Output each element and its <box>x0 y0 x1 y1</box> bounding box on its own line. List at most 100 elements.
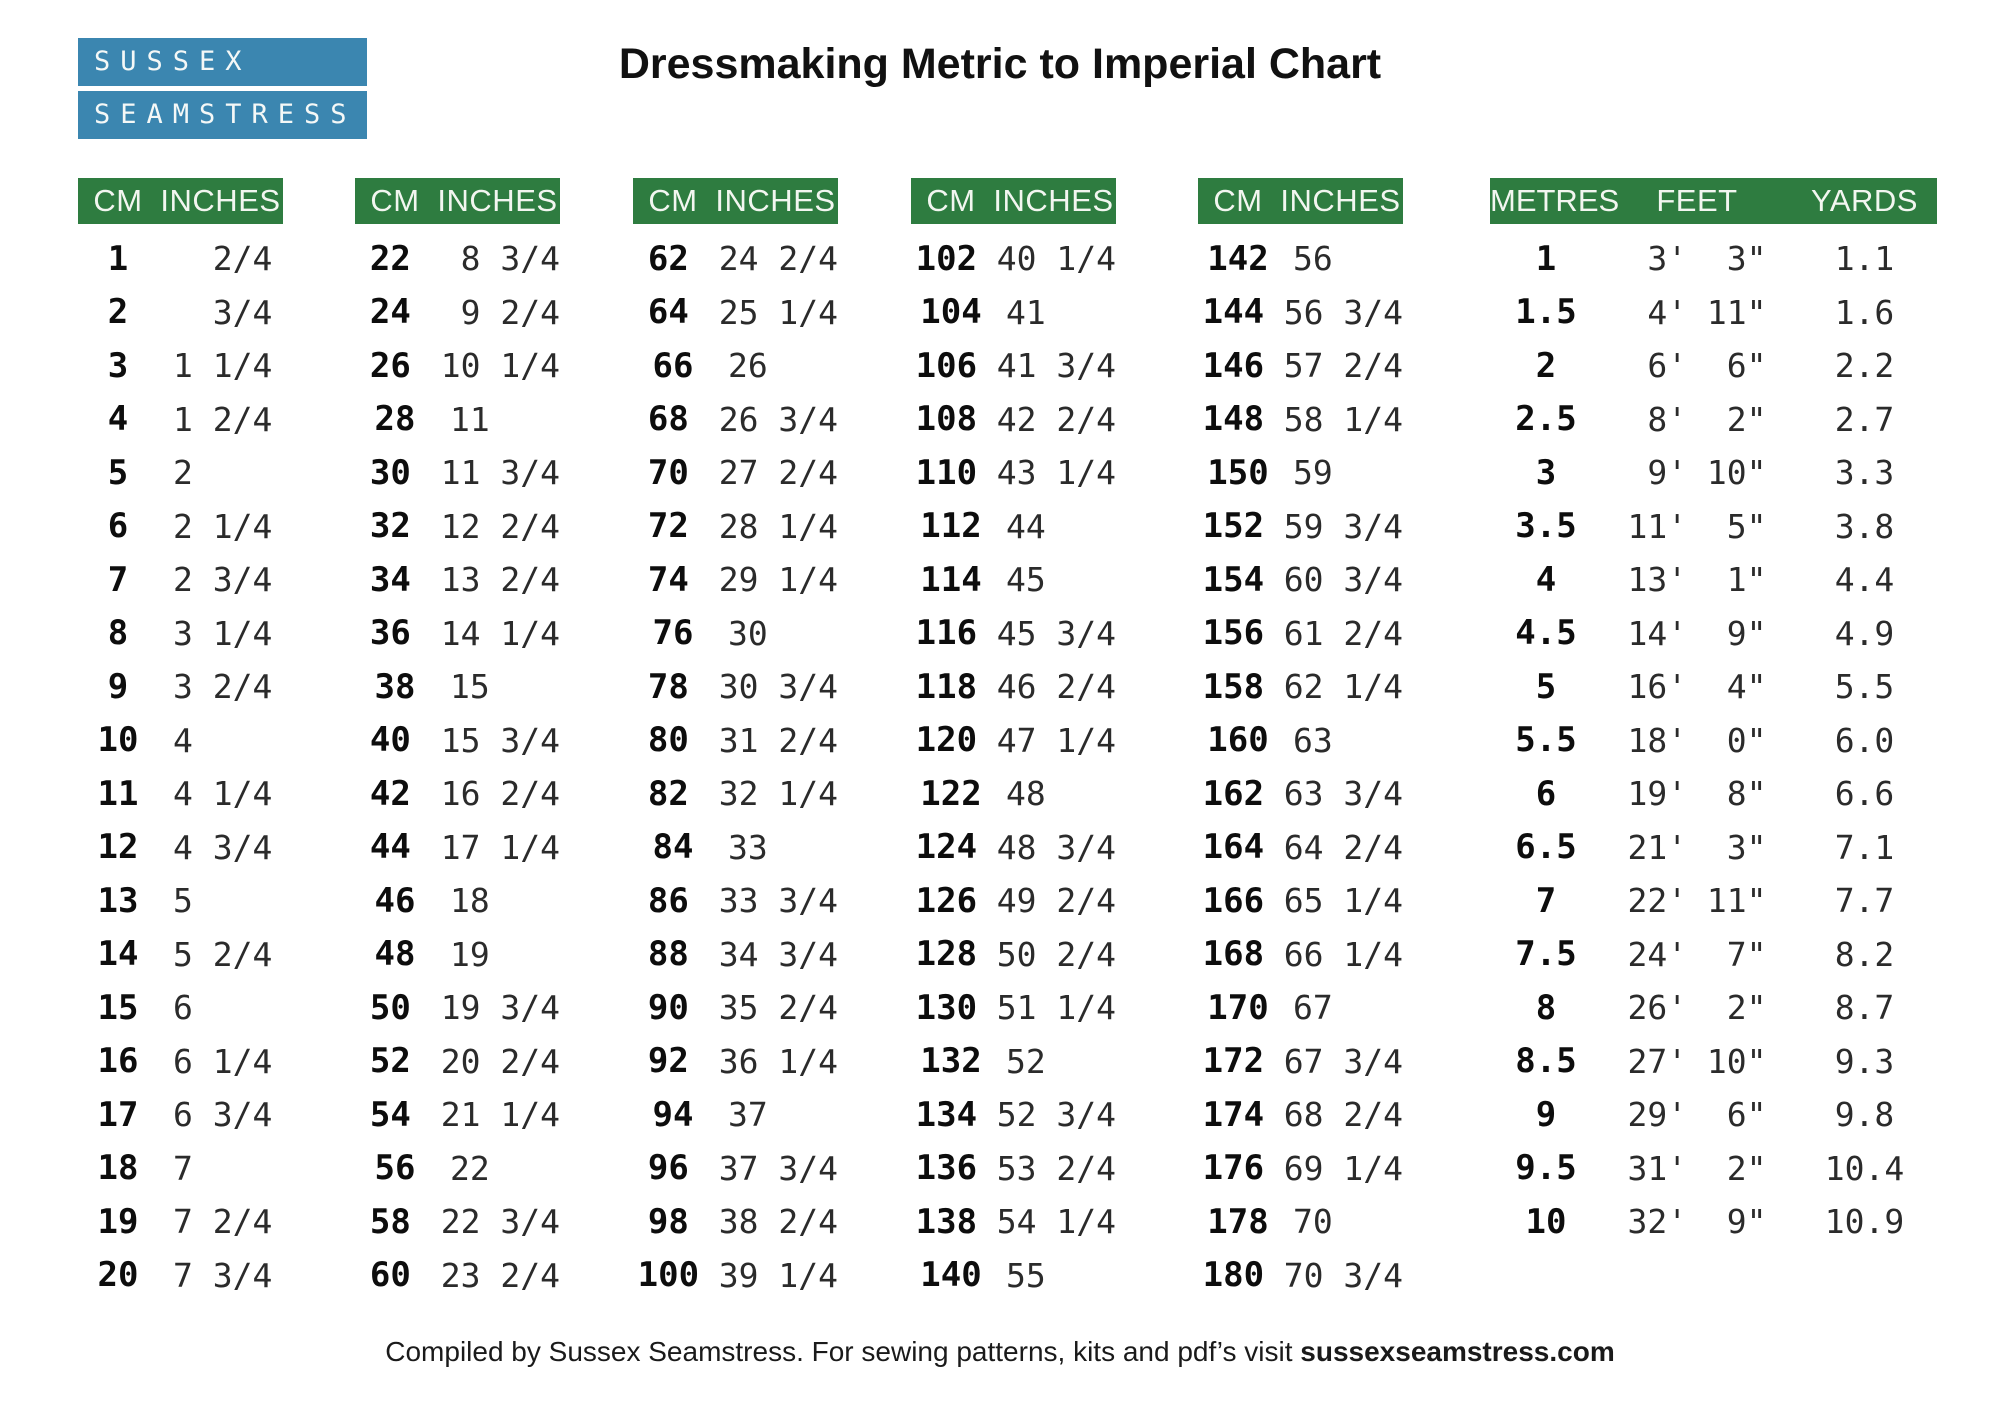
yards-value: 8.7 <box>1834 988 1895 1028</box>
table-row: 4.5 14' 9" 4.9 <box>1490 607 1937 661</box>
table-row: 44 17 1/4 <box>355 821 560 875</box>
cm-value: 166 <box>1202 880 1265 921</box>
cm-value: 14 <box>97 934 139 975</box>
column-header-cm: CM <box>926 183 976 218</box>
feet-value: 26' 2" <box>1627 988 1767 1028</box>
metres-feet-yards-table: METRES FEET YARDS 1 3' 3" 1.1 1.5 4' 11" 1.6 2 … <box>1490 178 1937 1249</box>
cm-value: 70 <box>647 452 689 493</box>
cm-value: 146 <box>1202 345 1265 386</box>
inches-value: 65 1/4 <box>1283 881 1403 921</box>
cm-value: 128 <box>915 934 978 975</box>
table-row: 72 28 1/4 <box>633 500 838 554</box>
inches-value: 52 3/4 <box>996 1095 1116 1135</box>
inches-value: 19 <box>450 934 490 974</box>
column-header-inches: INCHES <box>437 183 558 218</box>
cm-value: 110 <box>915 452 978 493</box>
inches-value: 51 1/4 <box>996 988 1116 1028</box>
inches-value: 48 <box>1006 774 1046 814</box>
table-row: 164 64 2/4 <box>1198 821 1403 875</box>
table-row: 1 3' 3" 1.1 <box>1490 232 1937 286</box>
table-row: 10 4 <box>78 714 283 768</box>
inches-value: 39 1/4 <box>718 1255 838 1295</box>
inches-value: 32 1/4 <box>718 774 838 814</box>
metres-value: 3 <box>1535 452 1557 493</box>
table-row: 1.5 4' 11" 1.6 <box>1490 286 1937 340</box>
table-row: 5.5 18' 0" 6.0 <box>1490 714 1937 768</box>
cm-value: 92 <box>647 1041 689 1082</box>
cm-value: 80 <box>647 720 689 761</box>
inches-value: 20 2/4 <box>440 1041 560 1081</box>
inches-value: 1 2/4 <box>173 399 273 439</box>
cm-value: 68 <box>647 399 689 440</box>
cm-value: 96 <box>647 1148 689 1189</box>
inches-value: 23 2/4 <box>440 1255 560 1295</box>
inches-value: 3 2/4 <box>173 667 273 707</box>
feet-value: 6' 6" <box>1627 346 1767 386</box>
column-header-cm: CM <box>93 183 143 218</box>
cm-value: 88 <box>647 934 689 975</box>
column-header-inches: INCHES <box>1280 183 1401 218</box>
inches-value: 6 1/4 <box>173 1041 273 1081</box>
table-row: 88 34 3/4 <box>633 928 838 982</box>
table-row: 148 58 1/4 <box>1198 393 1403 447</box>
cm-value: 154 <box>1202 559 1265 600</box>
table-row: 34 13 2/4 <box>355 553 560 607</box>
inches-value: 37 <box>728 1095 768 1135</box>
cm-value: 44 <box>369 827 411 868</box>
inches-value: 62 1/4 <box>1283 667 1403 707</box>
cm-value: 46 <box>374 880 416 921</box>
table-header: CM INCHES <box>911 178 1116 224</box>
table-header: CM INCHES <box>1198 178 1403 224</box>
cm-value: 98 <box>647 1201 689 1242</box>
feet-value: 9' 10" <box>1627 453 1767 493</box>
cm-value: 164 <box>1202 827 1265 868</box>
yards-value: 7.1 <box>1834 827 1895 867</box>
table-row: 46 18 <box>355 874 560 928</box>
cm-value: 102 <box>915 238 978 279</box>
cm-value: 19 <box>97 1201 139 1242</box>
table-row: 6.5 21' 3" 7.1 <box>1490 821 1937 875</box>
table-row: 62 24 2/4 <box>633 232 838 286</box>
cm-value: 18 <box>97 1148 139 1189</box>
table-row: 74 29 1/4 <box>633 553 838 607</box>
cm-value: 144 <box>1202 292 1265 333</box>
inches-value: 70 <box>1293 1202 1333 1242</box>
cm-value: 86 <box>647 880 689 921</box>
cm-value: 162 <box>1202 773 1265 814</box>
inches-value: 13 2/4 <box>440 560 560 600</box>
table-row: 98 38 2/4 <box>633 1195 838 1249</box>
feet-value: 27' 10" <box>1627 1041 1767 1081</box>
table-row: 132 52 <box>911 1035 1116 1089</box>
inches-value: 33 <box>728 827 768 867</box>
cm-value: 2 <box>107 292 129 333</box>
inches-value: 69 1/4 <box>1283 1148 1403 1188</box>
feet-value: 19' 8" <box>1627 774 1767 814</box>
table-row: 7 2 3/4 <box>78 553 283 607</box>
cm-value: 90 <box>647 987 689 1028</box>
table-row: 6 2 1/4 <box>78 500 283 554</box>
cm-value: 50 <box>369 987 411 1028</box>
table-row: 24 9 2/4 <box>355 286 560 340</box>
footer-website-link[interactable]: sussexseamstress.com <box>1300 1336 1615 1367</box>
feet-value: 8' 2" <box>1627 399 1767 439</box>
inches-value: 34 3/4 <box>718 934 838 974</box>
cm-value: 134 <box>915 1094 978 1135</box>
yards-value: 9.8 <box>1834 1095 1895 1135</box>
cm-value: 28 <box>374 399 416 440</box>
table-row: 92 36 1/4 <box>633 1035 838 1089</box>
cm-value: 116 <box>915 613 978 654</box>
feet-value: 18' 0" <box>1627 720 1767 760</box>
table-row: 8.5 27' 10" 9.3 <box>1490 1035 1937 1089</box>
inches-value: 63 <box>1293 720 1333 760</box>
table-header: CM INCHES <box>78 178 283 224</box>
column-header-feet: FEET <box>1656 183 1738 218</box>
inches-value: 2 <box>173 453 193 493</box>
cm-value: 94 <box>652 1094 694 1135</box>
cm-value: 9 <box>107 666 129 707</box>
inches-value: 33 3/4 <box>718 881 838 921</box>
cm-value: 64 <box>647 292 689 333</box>
table-row: 130 51 1/4 <box>911 981 1116 1035</box>
inches-value: 14 1/4 <box>440 613 560 653</box>
metres-value: 7 <box>1535 880 1557 921</box>
inches-value: 59 3/4 <box>1283 506 1403 546</box>
